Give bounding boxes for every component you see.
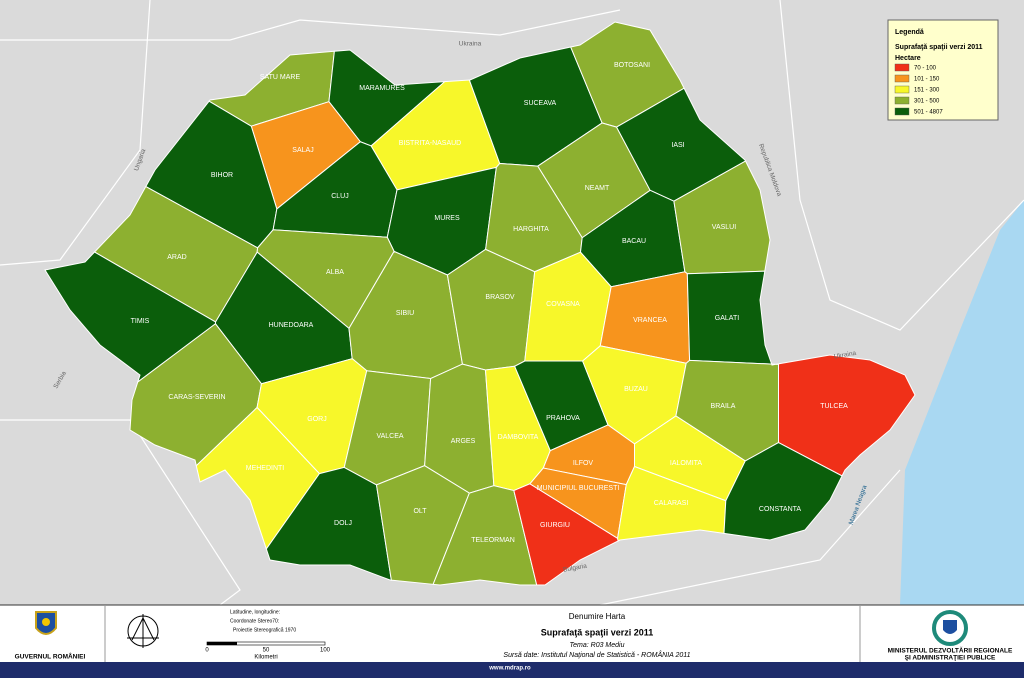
county (446, 248, 536, 371)
footer-source: Sursă date: Institutul Naţional de Stati… (503, 650, 690, 659)
county-label: SALAJ (292, 147, 313, 154)
county-label: BIHOR (211, 172, 233, 179)
county-label: CARAS-SEVERIN (168, 394, 225, 401)
legend-label: 301 - 500 (914, 99, 940, 105)
county-label: MURES (434, 215, 460, 222)
legend-subtitle: Suprafaţă spaţii verzi 2011 (895, 44, 983, 51)
county-label: CLUJ (331, 193, 349, 200)
sea (900, 200, 1024, 605)
county-label: ALBA (326, 269, 344, 276)
county-label: HUNEDOARA (269, 322, 314, 329)
footer-heading: Denumire Harta (569, 612, 626, 621)
county-label: ARGES (451, 438, 476, 445)
ministry-logo (932, 610, 968, 646)
county-label: BRAILA (711, 403, 736, 410)
county (778, 354, 916, 477)
county (265, 466, 392, 581)
scale-label: 50 (263, 648, 270, 654)
county-label: DAMBOVITA (498, 434, 539, 441)
legend-swatch (894, 96, 910, 105)
coords: Coordonate Stereo70: (230, 618, 279, 624)
county-label: BISTRITA-NASAUD (399, 140, 462, 147)
footer-title: Suprafaţă spaţii verzi 2011 (541, 627, 654, 637)
scale-label: Kilometri (254, 655, 277, 661)
legend-title: Legendă (895, 29, 924, 36)
county (617, 465, 727, 542)
county-label: SATU MARE (260, 74, 301, 81)
county-label: TELEORMAN (471, 537, 515, 544)
legend-swatch (894, 85, 910, 94)
county-label: VALCEA (376, 433, 403, 440)
county-label: BUZAU (624, 386, 648, 393)
north-arrow (127, 614, 159, 648)
county (195, 406, 321, 551)
county-label: BACAU (622, 238, 646, 245)
county-label: DOLJ (334, 520, 352, 527)
region-label: Ukraina (833, 350, 857, 361)
scale-label: 100 (320, 648, 331, 654)
legend-label: 101 - 150 (914, 77, 940, 83)
county-label: VASLUI (712, 224, 736, 231)
county-label: PRAHOVA (546, 415, 580, 422)
scale-bar (207, 642, 237, 645)
legend-label: 151 - 300 (914, 88, 940, 94)
legend-swatch (894, 107, 910, 116)
county-label: HARGHITA (513, 226, 549, 233)
gov-label: GUVERNUL ROMÂNIEI (15, 652, 86, 661)
legend-unit: Hectare (895, 55, 921, 62)
county-label: VRANCEA (633, 317, 667, 324)
coords: Latitudine, longitudine: (230, 609, 280, 615)
county-label: IALOMITA (670, 460, 702, 467)
region-label: Ukraina (459, 41, 482, 48)
ministry-label: ŞI ADMINISTRAŢIEI PUBLICE (905, 655, 996, 662)
county-label: GIURGIU (540, 522, 570, 529)
scale-label: 0 (205, 648, 209, 654)
county-label: OLT (413, 508, 427, 515)
legend-label: 501 - 4807 (914, 110, 943, 116)
county-label: NEAMT (585, 185, 610, 192)
legend-swatch (894, 74, 910, 83)
county-label: COVASNA (546, 301, 580, 308)
county-label: MEHEDINTI (246, 465, 285, 472)
county-label: SIBIU (396, 310, 414, 317)
county-label: CALARASI (654, 500, 689, 507)
url[interactable]: www.mdrap.ro (488, 666, 531, 672)
county-label: SUCEAVA (524, 100, 557, 107)
county-label: ILFOV (573, 460, 594, 467)
borders (0, 0, 1024, 606)
county-label: IASI (671, 142, 684, 149)
county-labels: SATU MARE MARAMURES BISTRITA-NASAUD SUCEAVA… (131, 62, 848, 544)
county-label: TIMIS (131, 318, 150, 325)
county-label: TULCEA (820, 403, 848, 410)
footer-strip (0, 662, 1024, 678)
region-label: Bulgaria (563, 563, 588, 574)
county-label: MARAMURES (359, 85, 405, 92)
county (432, 485, 538, 586)
county-label: BOTOSANI (614, 62, 650, 69)
legend-label: 70 - 100 (914, 66, 937, 72)
legend-swatch (894, 63, 910, 72)
coat-of-arms (35, 611, 57, 635)
county-label: CONSTANTA (759, 506, 801, 513)
ministry-label: MINISTERUL DEZVOLTĂRII REGIONALE (888, 646, 1013, 655)
county (723, 441, 843, 541)
county-label: ARAD (167, 254, 186, 261)
county-label: BRASOV (485, 294, 515, 301)
coords: Proiectie Stereografică 1970 (233, 627, 296, 633)
county-label: GALATI (715, 315, 739, 322)
county-label: GORJ (307, 416, 326, 423)
counties (44, 21, 916, 586)
county-label: MUNICIPIUL BUCURESTI (537, 485, 620, 492)
footer-theme: Tema: R03 Mediu (570, 642, 625, 649)
